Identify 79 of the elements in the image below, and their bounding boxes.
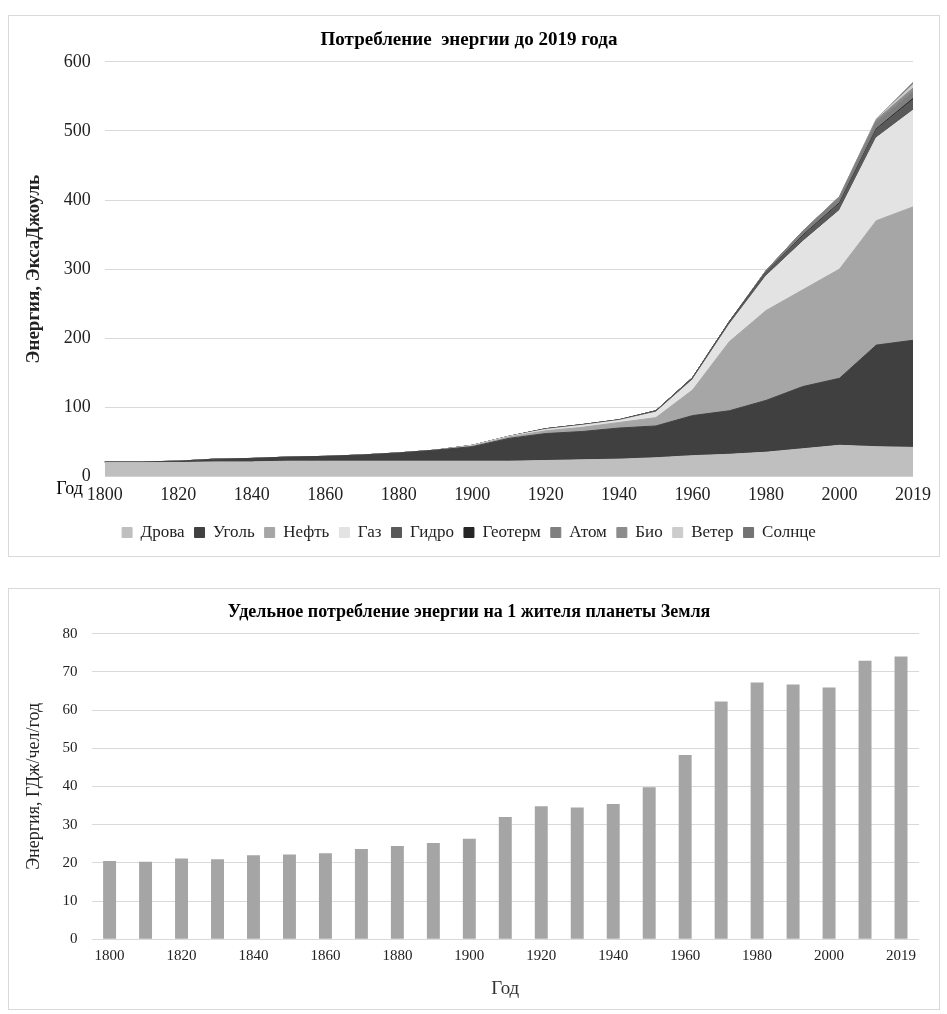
x-tick-label: 1840 [238,947,269,964]
y-tick-label: 70 [62,662,78,679]
bar [175,858,189,939]
bar [606,803,620,939]
y-tick-label: 10 [62,891,78,908]
legend-label: Атом [569,521,608,541]
x-tick-label: 1820 [160,483,197,504]
x-tick-label: 1920 [527,483,564,504]
x-tick-label: 1980 [748,483,785,504]
x-tick-label: 2019 [895,483,931,504]
bar [103,860,117,939]
bar [642,787,656,939]
x-tick-label: 1860 [307,483,344,504]
bar [354,849,368,939]
y-tick-label: 20 [62,853,78,870]
y-tick-label: 60 [62,700,78,717]
x-tick-label: 1940 [601,483,638,504]
y-tick-label: 200 [63,326,91,347]
x-axis-title: Год [491,976,520,998]
x-tick-label: 1920 [526,947,557,964]
x-tick-label: 1940 [598,947,629,964]
legend-label: Уголь [213,521,255,541]
bar [858,660,872,939]
legend-label: Солнце [762,521,816,541]
x-tick-label: 1880 [382,947,413,964]
x-tick-label: 1980 [742,947,773,964]
x-tick-label: 1800 [94,947,125,964]
bar [426,842,440,939]
x-tick-label: 1840 [233,483,270,504]
bar [750,682,764,939]
legend-label: Био [635,521,663,541]
y-tick-label: 300 [63,257,91,278]
legend-label: Гидро [410,521,454,541]
x-tick-label: 1900 [454,483,491,504]
bar [786,684,800,939]
y-tick-label: 0 [70,930,78,947]
y-axis-title: Энергия, ГДж/чел/год [22,702,43,870]
chart-title: Удельное потребление энергии на 1 жителя планеты Земля [227,601,711,622]
bar [534,806,548,939]
bar [139,861,153,939]
bar [390,845,404,939]
bar [894,656,908,939]
x-tick-label: 1880 [380,483,417,504]
bar [498,816,512,939]
bar [247,855,260,939]
legend-label: Ветер [691,521,734,541]
x-tick-label: 1900 [454,947,485,964]
x-tick-label: 2000 [821,483,858,504]
y-tick-label: 100 [63,396,91,417]
x-tick-label: 1800 [86,483,123,504]
x-tick-label: 1960 [670,947,701,964]
legend-label: Нефть [283,521,330,541]
bar [211,859,224,939]
legend-label: Дрова [140,521,185,541]
bar [570,807,584,939]
bar [282,854,296,939]
bar [318,853,332,939]
y-tick-label: 80 [62,624,78,641]
y-axis-title: Энергия, ЭксаДжоуль [22,174,44,364]
y-tick-label: 400 [63,188,91,209]
chart-title: Потребление энергии до 2019 года [320,28,618,50]
y-tick-label: 500 [63,119,91,140]
bar [714,701,728,939]
x-tick-label: 1860 [310,947,341,964]
y-tick-label: 50 [62,739,78,756]
x-tick-label: 1820 [166,947,197,964]
y-tick-label: 40 [62,777,78,794]
legend-label: Геотерм [482,521,542,541]
x-tick-label: 1960 [674,483,711,504]
y-tick-label: 600 [63,50,91,71]
y-tick-label: 30 [62,815,78,832]
legend-label: Газ [357,521,382,541]
x-tick-label: 2000 [814,947,845,964]
y-tick-label: 0 [81,465,91,486]
bar [678,755,692,939]
bar [462,838,476,939]
x-axis-title: Год [56,478,83,499]
x-tick-label: 2019 [886,947,917,964]
bar [822,687,836,939]
